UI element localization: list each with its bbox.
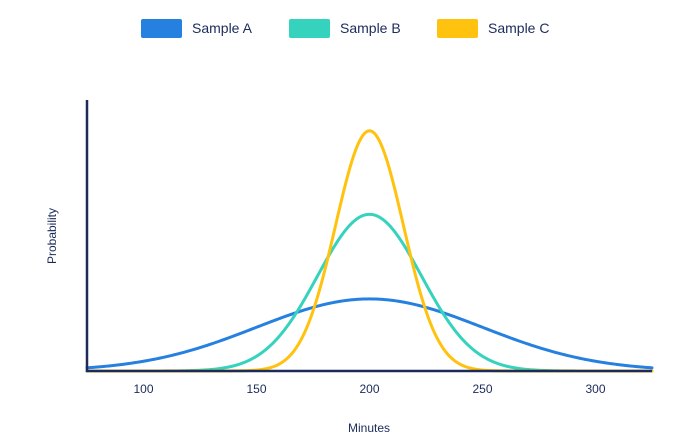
x-axis-title: Minutes — [348, 421, 390, 435]
legend-label-sample-a: Sample A — [192, 20, 252, 36]
x-tick-labels: 100 150 200 250 300 — [133, 382, 605, 396]
legend-item-sample-b[interactable]: Sample B — [289, 17, 401, 39]
series-line-sample-c — [85, 129, 654, 373]
x-tick-label: 150 — [246, 382, 266, 396]
x-tick-label: 200 — [359, 382, 379, 396]
legend-swatch-sample-c — [437, 18, 478, 38]
series-line-sample-a — [85, 297, 654, 370]
x-tick-label: 300 — [585, 382, 605, 396]
legend-label-sample-c: Sample C — [488, 20, 550, 36]
x-tick-label: 100 — [133, 382, 153, 396]
series-line-sample-b — [85, 212, 654, 373]
legend-swatch-sample-a — [141, 18, 182, 38]
legend: Sample A Sample B Sample C — [0, 17, 697, 39]
legend-item-sample-c[interactable]: Sample C — [437, 17, 549, 39]
x-tick-label: 250 — [472, 382, 492, 396]
legend-swatch-sample-b — [289, 18, 330, 38]
legend-item-sample-a[interactable]: Sample A — [141, 17, 252, 39]
series-curves — [85, 129, 654, 373]
y-axis-title: Probability — [45, 208, 59, 264]
legend-label-sample-b: Sample B — [340, 20, 401, 36]
